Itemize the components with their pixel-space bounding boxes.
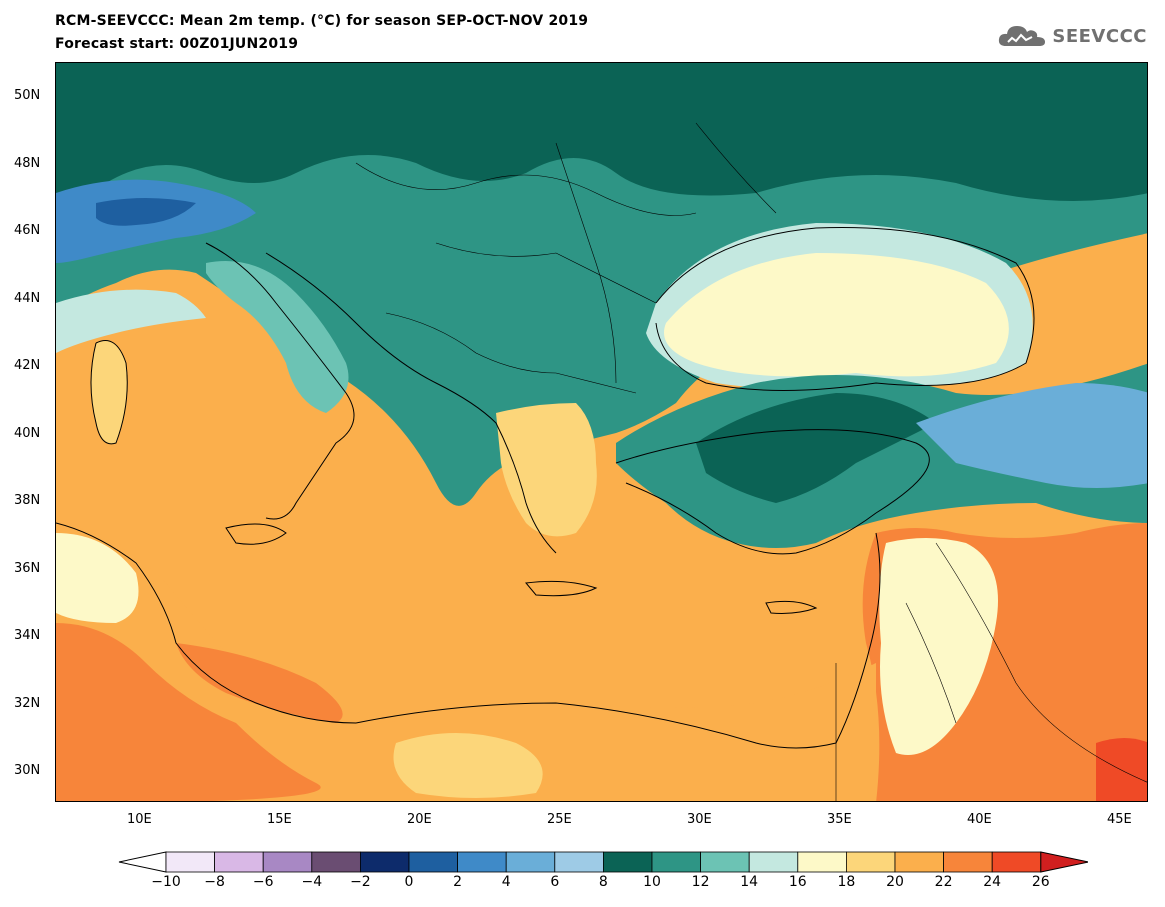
lat-label: 32N — [14, 696, 41, 711]
colorbar-segment — [505, 851, 556, 873]
lon-label: 35E — [827, 812, 852, 827]
desert-mild-zone — [393, 733, 543, 798]
lon-label: 20E — [407, 812, 432, 827]
sardinia-zone — [91, 340, 128, 444]
colorbar-segment — [311, 851, 361, 873]
alps-coldest-zone — [96, 198, 196, 226]
colorbar-segment — [748, 851, 799, 873]
colorbar-tick-label: 6 — [550, 874, 560, 890]
lat-label: 36N — [14, 561, 41, 576]
colorbar-tick-label: 26 — [1031, 874, 1050, 890]
colorbar-tick-label: 16 — [788, 874, 807, 890]
lon-label: 40E — [967, 812, 992, 827]
colorbar-tick-label: 20 — [886, 874, 904, 890]
colorbar-tick-label: 24 — [983, 874, 1002, 890]
colorbar-segment — [700, 851, 750, 873]
colorbar-segment — [165, 851, 215, 873]
lat-label: 30N — [14, 763, 41, 778]
map-canvas — [56, 63, 1147, 801]
colorbar-segment — [943, 851, 993, 873]
anatolia-cold-zone — [696, 393, 936, 503]
colorbar-segment — [846, 851, 896, 873]
lat-label: 50N — [14, 88, 41, 103]
colorbar — [118, 851, 1088, 873]
colorbar-over-triangle — [1040, 851, 1088, 873]
colorbar-segment — [457, 851, 507, 873]
colorbar-segment — [554, 851, 604, 873]
tunisia-zone — [56, 533, 139, 623]
colorbar-tick-label: −6 — [252, 874, 274, 890]
colorbar-tick-label: 10 — [643, 874, 661, 890]
arabia-hot-zone — [1096, 738, 1147, 801]
colorbar-tick-label: −8 — [204, 874, 225, 890]
lon-label: 15E — [267, 812, 292, 827]
lat-label: 48N — [14, 156, 41, 171]
po-valley-zone — [56, 289, 206, 353]
lat-label: 44N — [14, 291, 41, 306]
colorbar-segment — [991, 851, 1042, 873]
colorbar-tick-label: −10 — [151, 874, 181, 890]
lon-label: 30E — [687, 812, 712, 827]
seevccc-logo: SEEVCCC — [996, 22, 1147, 50]
colorbar-segment — [651, 851, 701, 873]
country-borders — [355, 122, 1147, 801]
colorbar-under-triangle — [118, 851, 167, 873]
colorbar-tick-label: 14 — [740, 874, 759, 890]
gulf-sirte-zone — [176, 643, 343, 723]
colorbar-segment — [359, 851, 410, 873]
lat-label: 46N — [14, 223, 41, 238]
colorbar-tick-label: 0 — [404, 874, 414, 890]
colorbar-segment — [214, 851, 264, 873]
jordan-zone — [879, 538, 998, 755]
north-cold-zone — [56, 63, 1147, 201]
colorbar-tick-label: −2 — [350, 874, 371, 890]
lat-label: 40N — [14, 426, 41, 441]
lat-label: 38N — [14, 493, 41, 508]
libya-zone — [56, 623, 321, 801]
colorbar-tick-label: 4 — [501, 874, 511, 890]
apennine-zone — [206, 261, 349, 413]
colorbar-tick-label: 8 — [598, 874, 608, 890]
map-title: RCM-SEEVCCC: Mean 2m temp. (°C) for seas… — [55, 13, 589, 29]
forecast-start-label: Forecast start: 00Z01JUN2019 — [55, 36, 299, 52]
colorbar-tick-label: 22 — [934, 874, 953, 890]
cloud-icon — [999, 26, 1046, 46]
colorbar-segment — [894, 851, 944, 873]
temperature-map — [55, 62, 1148, 802]
greece-zone — [496, 403, 597, 537]
lon-label: 10E — [127, 812, 152, 827]
black-sea-zone — [664, 253, 1009, 377]
colorbar-tick-label: 18 — [837, 874, 856, 890]
colorbar-segment — [262, 851, 313, 873]
colorbar-tick-label: −4 — [301, 874, 323, 890]
colorbar-tick-label: 2 — [453, 874, 463, 890]
colorbar-segment — [408, 851, 458, 873]
lon-label: 25E — [547, 812, 572, 827]
coastlines — [56, 226, 1035, 749]
lat-label: 34N — [14, 628, 41, 643]
north-africa-zone — [56, 523, 876, 801]
colorbar-segment — [797, 851, 847, 873]
lat-label: 42N — [14, 358, 41, 373]
logo-text: SEEVCCC — [1052, 25, 1147, 47]
lon-label: 45E — [1107, 812, 1132, 827]
colorbar-tick-label: 12 — [691, 874, 710, 890]
colorbar-segment — [602, 851, 653, 873]
caucasus-zone — [916, 383, 1147, 488]
